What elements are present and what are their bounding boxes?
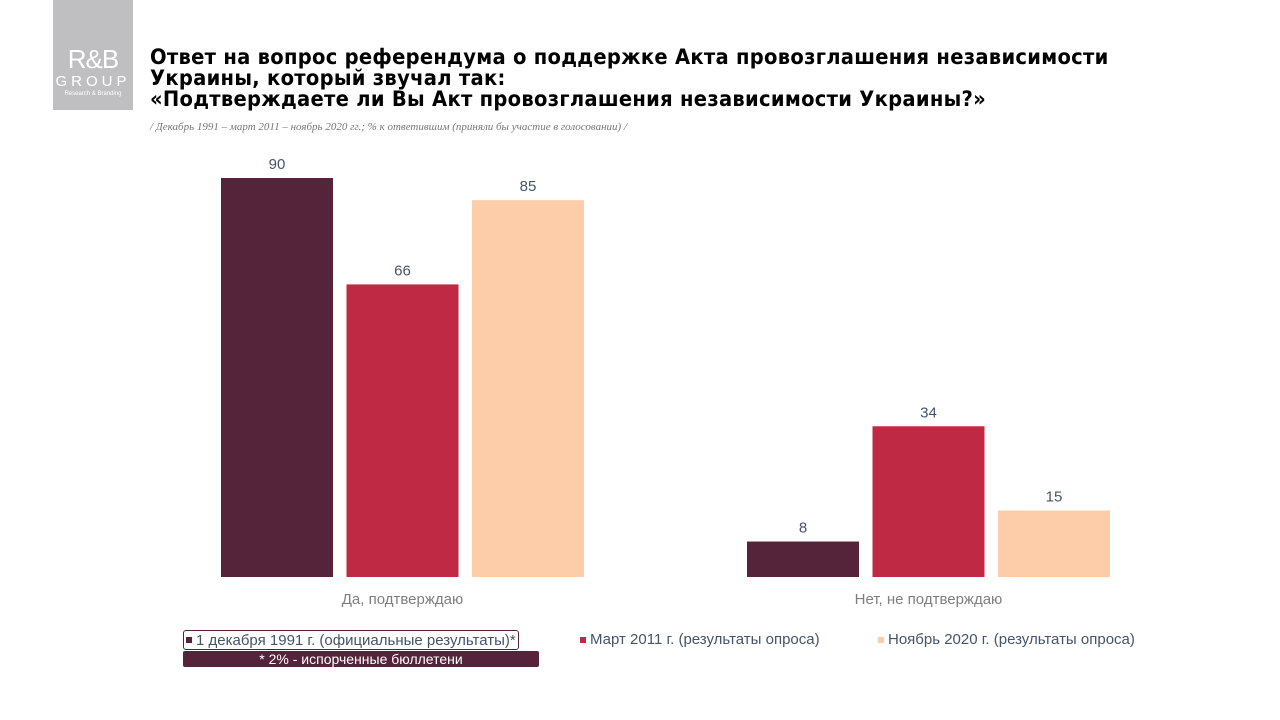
data-label: 34: [920, 404, 937, 421]
bar: [221, 178, 333, 577]
data-label: 15: [1046, 489, 1063, 506]
bar: [998, 510, 1110, 577]
legend-item-2011: Март 2011 г. (результаты опроса): [580, 631, 820, 648]
legend-label: Март 2011 г. (результаты опроса): [590, 631, 820, 648]
bar: [747, 541, 859, 577]
bar: [472, 200, 584, 577]
title-line: «Подтверждаете ли Вы Акт провозглашения …: [150, 87, 987, 111]
chart-title: Ответ на вопрос референдума о поддержке …: [150, 47, 1109, 110]
legend-swatch: [878, 636, 884, 643]
legend-item-1991: 1 декабря 1991 г. (официальные результат…: [183, 630, 519, 650]
data-label: 8: [799, 520, 807, 537]
legend-label: 1 декабря 1991 г. (официальные результат…: [196, 631, 516, 649]
data-label: 90: [269, 156, 286, 173]
data-label: 85: [520, 178, 537, 195]
footnote: * 2% - испорченные бюллетени: [183, 651, 539, 667]
logo-group: GROUP: [55, 73, 131, 90]
category-label: Нет, не подтверждаю: [855, 591, 1003, 608]
legend-item-2020: Ноябрь 2020 г. (результаты опроса): [878, 631, 1135, 648]
legend-swatch: [186, 637, 192, 643]
chart-subtitle: / Декабрь 1991 – март 2011 – ноябрь 2020…: [150, 121, 628, 133]
bar: [346, 284, 459, 577]
title-line: Украины, который звучал так:: [150, 66, 506, 90]
legend-swatch: [580, 636, 586, 643]
title-line: Ответ на вопрос референдума о поддержке …: [150, 45, 1109, 69]
bar: [872, 426, 985, 577]
legend-label: Ноябрь 2020 г. (результаты опроса): [888, 631, 1135, 648]
logo: R&B GROUP Research & Branding: [53, 0, 133, 110]
category-label: Да, подтверждаю: [342, 591, 463, 608]
logo-tagline: Research & Branding: [64, 91, 122, 97]
logo-text: R&B: [67, 44, 119, 74]
data-label: 66: [394, 262, 411, 279]
